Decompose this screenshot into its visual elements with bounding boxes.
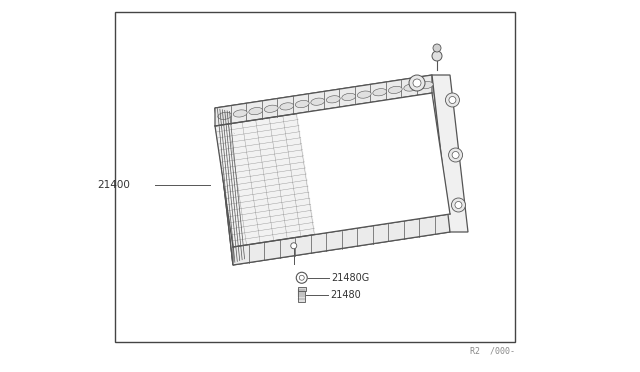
Ellipse shape [404,84,418,91]
Polygon shape [215,93,450,214]
Circle shape [409,75,425,91]
Ellipse shape [326,96,340,103]
Bar [115,12,515,342]
Ellipse shape [234,110,247,117]
Polygon shape [215,126,450,247]
Text: 21480G: 21480G [331,273,369,283]
Bar [298,290,305,302]
Circle shape [291,243,297,249]
Bar [298,287,306,291]
Ellipse shape [295,100,309,108]
Polygon shape [432,75,468,232]
Polygon shape [298,93,450,234]
Circle shape [296,272,307,283]
Ellipse shape [249,108,262,115]
Ellipse shape [419,81,433,89]
Circle shape [455,202,462,208]
Circle shape [445,93,460,107]
Ellipse shape [264,105,278,112]
Circle shape [452,151,459,158]
Polygon shape [215,75,450,265]
Circle shape [300,275,304,280]
Ellipse shape [388,86,402,93]
Ellipse shape [373,89,387,96]
Circle shape [449,96,456,103]
Circle shape [451,198,465,212]
Polygon shape [215,108,247,265]
Text: 21400: 21400 [97,180,130,190]
Ellipse shape [218,112,232,119]
Circle shape [449,148,463,162]
Circle shape [433,44,441,52]
Text: R2  /000-: R2 /000- [470,346,515,355]
Circle shape [413,79,421,87]
Polygon shape [233,214,450,265]
Circle shape [432,51,442,61]
Text: 21480: 21480 [330,290,360,300]
Ellipse shape [342,93,356,100]
Ellipse shape [311,98,324,105]
Ellipse shape [357,91,371,98]
Ellipse shape [280,103,294,110]
Polygon shape [215,75,432,126]
